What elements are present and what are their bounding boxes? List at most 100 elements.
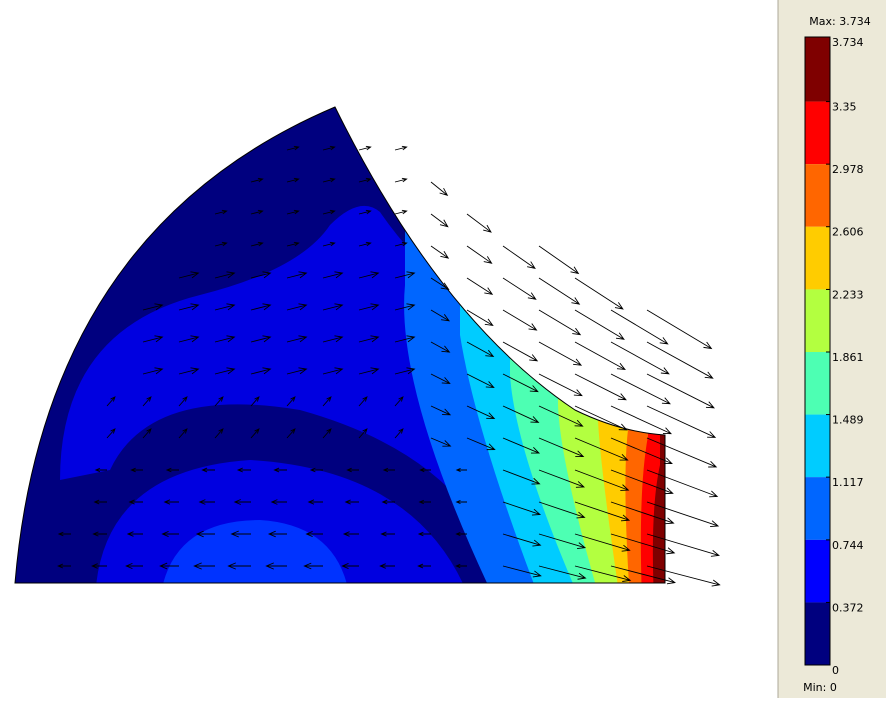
arrow xyxy=(430,309,451,322)
color-band xyxy=(805,414,830,478)
colorbar: 3.734 3.35 2.978 2.606 2.233 1.861 1.489 1.117 0… xyxy=(804,36,864,677)
color-band xyxy=(805,226,830,290)
arrow xyxy=(502,277,537,300)
arrow xyxy=(538,437,585,458)
arrow xyxy=(195,530,215,538)
arrow xyxy=(466,373,495,389)
arrow xyxy=(344,499,359,505)
arrow xyxy=(322,428,332,439)
arrow xyxy=(322,145,336,151)
arrow xyxy=(538,245,580,275)
colorbar-frame xyxy=(804,36,831,666)
arrow xyxy=(193,562,215,570)
arrow xyxy=(417,563,431,569)
arrow xyxy=(322,271,344,279)
arrow xyxy=(381,499,395,505)
arrow xyxy=(178,335,200,343)
color-band xyxy=(805,37,830,102)
arrow xyxy=(538,277,581,305)
arrow xyxy=(94,467,107,473)
band xyxy=(160,520,350,583)
arrow xyxy=(466,405,496,420)
arrow xyxy=(307,499,323,505)
arrow xyxy=(130,467,143,473)
color-band xyxy=(805,539,830,603)
tick-label: 0 xyxy=(832,664,839,677)
arrow xyxy=(394,241,408,247)
arrow xyxy=(502,373,539,393)
arrow xyxy=(574,565,632,582)
arrow xyxy=(305,531,323,537)
arrow xyxy=(250,177,264,183)
arrow xyxy=(233,499,251,505)
arrow xyxy=(574,533,631,552)
arrow xyxy=(57,563,71,569)
arrow xyxy=(322,241,336,247)
arrow xyxy=(466,309,494,326)
arrow xyxy=(286,367,308,375)
color-band xyxy=(805,477,830,540)
arrow xyxy=(646,437,718,468)
arrow xyxy=(430,405,452,416)
arrow xyxy=(322,396,332,407)
color-band xyxy=(805,352,830,415)
arrow xyxy=(358,303,380,311)
arrow xyxy=(236,467,251,473)
tick-label: 3.734 xyxy=(832,36,864,49)
arrow xyxy=(358,241,372,247)
arrow xyxy=(610,405,672,435)
arrow xyxy=(380,531,395,537)
arrow xyxy=(286,335,308,343)
arrow xyxy=(201,467,215,473)
arrow xyxy=(419,467,431,473)
arrow xyxy=(250,303,272,311)
color-band xyxy=(805,289,830,353)
arrow xyxy=(270,499,287,505)
arrow xyxy=(126,531,143,537)
arrow xyxy=(394,145,408,151)
arrow xyxy=(610,309,669,345)
arrow xyxy=(250,335,272,343)
arrow xyxy=(394,303,416,311)
max-label: Max: 3.734 xyxy=(809,15,870,28)
arrow xyxy=(106,428,116,439)
arrow xyxy=(93,499,107,505)
arrow xyxy=(178,271,200,279)
arrow xyxy=(142,367,164,375)
arrow xyxy=(610,533,676,555)
legend-panel xyxy=(778,0,886,698)
arrow xyxy=(286,241,300,247)
arrow xyxy=(466,437,496,451)
arrow xyxy=(358,145,372,151)
arrow xyxy=(128,499,143,505)
min-label: Min: 0 xyxy=(803,681,837,694)
arrow xyxy=(455,468,467,472)
arrow xyxy=(250,241,264,247)
arrow xyxy=(430,181,449,196)
arrow xyxy=(538,501,586,519)
arrow xyxy=(430,245,450,259)
arrow xyxy=(358,271,380,279)
tick-label: 2.233 xyxy=(832,288,864,301)
arrow xyxy=(502,341,539,362)
arrow xyxy=(646,501,720,528)
arrow xyxy=(273,467,287,473)
arrow xyxy=(250,367,272,375)
arrow xyxy=(466,277,494,295)
arrow xyxy=(646,533,720,557)
arrow xyxy=(142,303,164,311)
arrow xyxy=(574,437,629,461)
arrow xyxy=(394,209,408,215)
arrow xyxy=(358,396,368,407)
arrow xyxy=(646,341,714,379)
arrow xyxy=(574,373,627,401)
arrow xyxy=(178,396,188,407)
tick-label: 0.744 xyxy=(832,539,864,552)
arrow xyxy=(538,469,585,488)
arrow xyxy=(455,531,467,537)
arrow xyxy=(214,209,228,215)
tick-label: 1.117 xyxy=(832,476,864,489)
arrow xyxy=(430,437,452,447)
tick-label: 1.489 xyxy=(832,414,864,427)
color-band xyxy=(805,602,830,665)
